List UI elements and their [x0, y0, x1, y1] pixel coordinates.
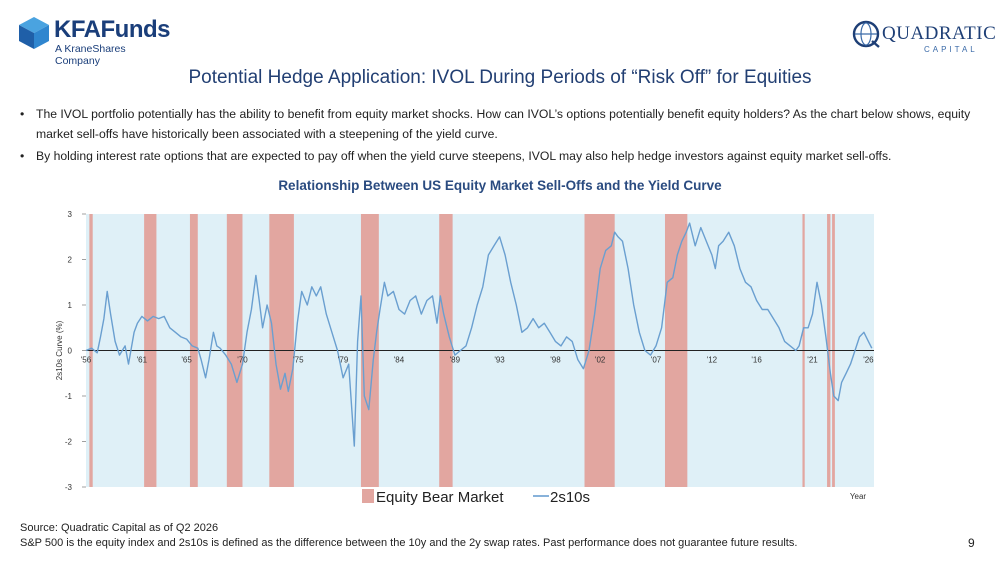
bullet-list: • The IVOL portfolio potentially has the…	[20, 104, 985, 168]
quadratic-globe-icon	[852, 20, 880, 48]
x-tick-label: '93	[494, 356, 505, 365]
x-tick-label: '02	[595, 356, 606, 365]
footer-source: Source: Quadratic Capital as of Q2 2026	[20, 522, 219, 534]
footer: Source: Quadratic Capital as of Q2 2026 …	[20, 521, 797, 551]
x-tick-label: '21	[807, 356, 818, 365]
y-tick-label: -1	[65, 392, 73, 401]
x-tick-label: '16	[751, 356, 762, 365]
x-tick-label: '98	[550, 356, 561, 365]
bullet-item: • The IVOL portfolio potentially has the…	[20, 104, 985, 144]
page-number: 9	[968, 536, 975, 550]
kfa-logo-text: KFAFunds	[54, 16, 171, 43]
x-tick-label: '84	[394, 356, 405, 365]
series-line-2s10s	[85, 222, 873, 447]
x-tick-label: '79	[338, 356, 349, 365]
quadratic-capital-logo: QUADRATIC CAPITAL	[852, 18, 996, 58]
bullet-dot: •	[20, 149, 25, 163]
legend-swatch-bear	[362, 489, 374, 503]
x-tick-label: '56	[81, 356, 92, 365]
x-tick-label: '07	[651, 356, 662, 365]
y-tick-label: 2	[68, 256, 73, 265]
bullet-text: The IVOL portfolio potentially has the a…	[36, 107, 971, 141]
bullet-dot: •	[20, 107, 25, 121]
y-tick-label: 3	[68, 210, 73, 219]
page-title: Potential Hedge Application: IVOL During…	[188, 67, 812, 88]
quadratic-logo-text: QUADRATIC	[882, 23, 997, 44]
y-tick-label: 1	[68, 301, 73, 310]
legend-label-bear: Equity Bear Market	[376, 489, 504, 506]
quadratic-logo-subtitle: CAPITAL	[924, 45, 978, 54]
kfa-logo-subtitle: A KraneShares Company	[55, 43, 126, 67]
x-tick-label: '70	[237, 356, 248, 365]
kfa-cube-icon	[19, 17, 49, 49]
y-axis-label: 2s10s Curve (%)	[55, 320, 64, 380]
x-axis-label: Year	[850, 492, 867, 501]
chart-title: Relationship Between US Equity Market Se…	[278, 178, 722, 193]
x-tick-label: '65	[181, 356, 192, 365]
y-tick-label: -3	[65, 483, 73, 492]
x-tick-label: '12	[707, 356, 718, 365]
legend-label-line: 2s10s	[550, 489, 590, 506]
footer-disclaimer: S&P 500 is the equity index and 2s10s is…	[20, 537, 798, 549]
kfa-funds-logo: KFAFunds A KraneShares Company	[18, 16, 171, 67]
x-tick-label: '61	[137, 356, 148, 365]
bullet-item: • By holding interest rate options that …	[20, 146, 985, 166]
x-tick-label: '89	[450, 356, 461, 365]
x-tick-label: '26	[863, 356, 874, 365]
y-tick-label: 0	[68, 347, 73, 356]
bullet-text: By holding interest rate options that ar…	[36, 149, 892, 163]
x-tick-label: '75	[293, 356, 304, 365]
legend: Equity Bear Market 2s10s	[362, 489, 590, 506]
y-tick-label: -2	[65, 438, 73, 447]
